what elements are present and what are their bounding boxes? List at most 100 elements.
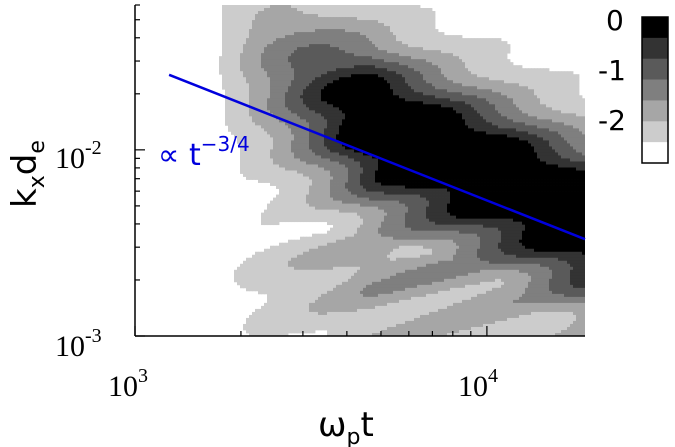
contour-cell <box>297 104 301 108</box>
contour-cell <box>378 302 382 307</box>
contour-cell <box>294 65 298 69</box>
contour-cell <box>258 158 262 162</box>
contour-cell <box>345 161 349 165</box>
contour-cell <box>309 326 313 331</box>
contour-cell <box>309 116 313 120</box>
contour-cell <box>330 197 334 201</box>
contour-cell <box>240 134 244 138</box>
contour-cell <box>354 92 358 96</box>
contour-cell <box>294 317 298 322</box>
contour-cell <box>273 170 277 174</box>
contour-cell <box>225 122 229 126</box>
contour-cell <box>315 17 319 21</box>
contour-cell <box>285 275 289 280</box>
contour-cell <box>330 203 334 208</box>
contour-cell <box>333 230 337 235</box>
contour-cell <box>318 191 322 195</box>
contour-cell <box>372 17 376 21</box>
contour-cell <box>273 80 277 84</box>
contour-cell <box>351 62 355 66</box>
contour-cell <box>348 302 352 307</box>
contour-cell <box>357 38 361 42</box>
contour-cell <box>342 332 346 336</box>
contour-cell <box>285 137 289 141</box>
contour-cell <box>297 134 301 138</box>
contour-cell <box>324 299 328 304</box>
contour-cell <box>240 77 244 81</box>
contour-cell <box>222 32 226 36</box>
contour-cell <box>303 308 307 313</box>
contour-cell <box>330 161 334 165</box>
contour-cell <box>252 86 256 90</box>
contour-cell <box>372 134 376 138</box>
contour-cell <box>264 170 268 174</box>
contour-cell <box>327 17 331 21</box>
contour-cell <box>276 269 280 274</box>
contour-cell <box>264 311 268 316</box>
contour-cell <box>366 83 370 87</box>
contour-cell <box>345 212 349 217</box>
contour-cell <box>309 38 313 42</box>
contour-cell <box>321 200 325 204</box>
contour-cell <box>357 56 361 60</box>
contour-cell <box>267 149 271 153</box>
contour-cell <box>306 26 310 30</box>
contour-cell <box>306 143 310 147</box>
contour-cell <box>264 104 268 108</box>
contour-cell <box>270 26 274 30</box>
contour-cell <box>339 329 343 334</box>
contour-cell <box>369 68 373 72</box>
contour-cell <box>312 20 316 24</box>
contour-cell <box>240 272 244 277</box>
contour-cell <box>339 194 343 198</box>
contour-cell <box>363 323 367 328</box>
contour-cell <box>342 275 346 280</box>
contour-cell <box>264 263 268 268</box>
contour-cell <box>339 143 343 147</box>
contour-cell <box>360 68 364 72</box>
contour-cell <box>231 89 235 93</box>
contour-cell <box>366 323 370 328</box>
contour-cell <box>255 158 259 162</box>
contour-cell <box>300 311 304 316</box>
contour-cell <box>261 329 265 334</box>
contour-cell <box>333 110 337 114</box>
contour-cell <box>324 320 328 325</box>
contour-cell <box>357 92 361 96</box>
contour-cell <box>339 86 343 90</box>
contour-cell <box>291 257 295 262</box>
contour-cell <box>339 68 343 72</box>
contour-cell <box>237 113 241 117</box>
contour-cell <box>285 167 289 171</box>
contour-cell <box>291 305 295 310</box>
contour-cell <box>378 14 382 18</box>
contour-cell <box>375 59 379 63</box>
contour-cell <box>225 107 229 111</box>
contour-cell <box>252 152 256 156</box>
contour-cell <box>228 26 232 30</box>
contour-cell <box>300 14 304 18</box>
contour-cell <box>327 314 331 319</box>
contour-cell <box>297 251 301 256</box>
contour-cell <box>228 83 232 87</box>
contour-cell <box>288 107 292 111</box>
contour-cell <box>237 131 241 135</box>
contour-cell <box>243 32 247 36</box>
contour-cell <box>264 92 268 96</box>
contour-cell <box>258 260 262 265</box>
contour-cell <box>360 95 364 99</box>
contour-cell <box>372 182 376 186</box>
contour-cell <box>270 53 274 57</box>
contour-cell <box>285 8 289 12</box>
contour-cell <box>336 320 340 325</box>
contour-cell <box>342 251 346 256</box>
contour-cell <box>276 209 280 214</box>
contour-cell <box>333 185 337 189</box>
contour-cell <box>342 107 346 111</box>
contour-cell <box>315 266 319 271</box>
contour-cell <box>312 65 316 69</box>
contour-cell <box>366 53 370 57</box>
contour-cell <box>339 41 343 45</box>
contour-cell <box>231 53 235 57</box>
contour-cell <box>261 143 265 147</box>
